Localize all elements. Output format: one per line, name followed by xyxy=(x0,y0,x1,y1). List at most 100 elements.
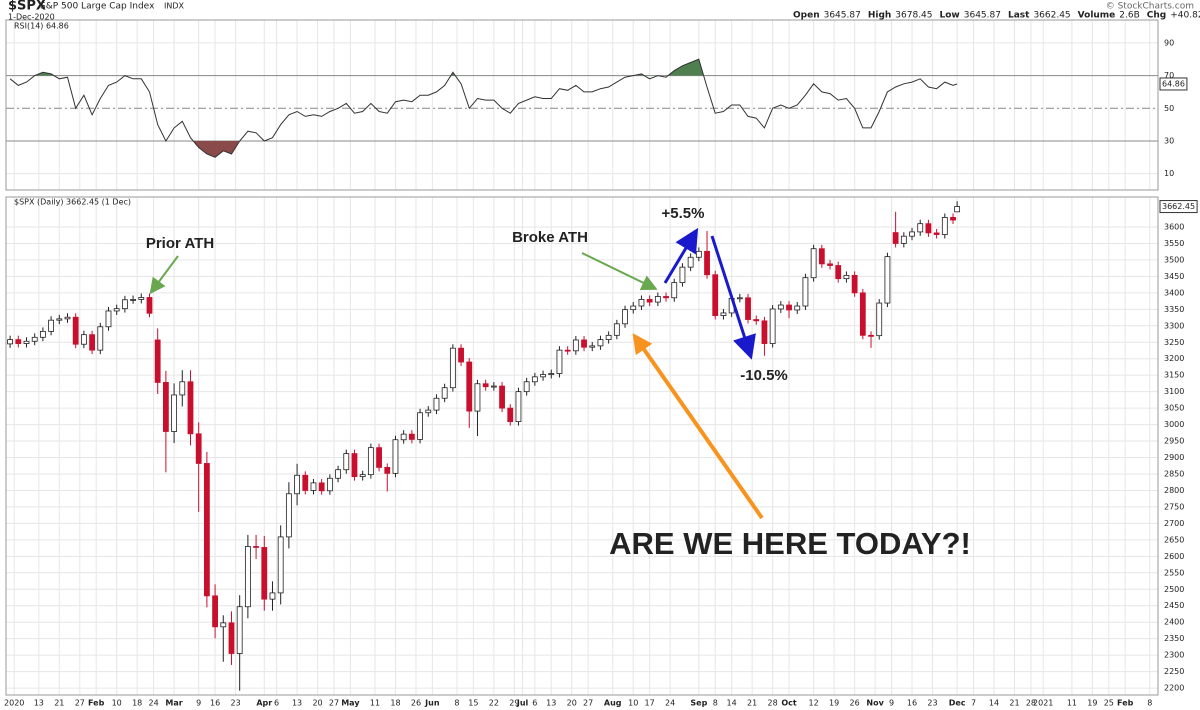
candle-body xyxy=(531,376,538,383)
x-tick-label: 22 xyxy=(489,699,499,708)
candle-body xyxy=(121,299,128,310)
candle-body xyxy=(933,232,940,235)
x-tick-label: 15 xyxy=(468,699,478,708)
x-tick-label: 8 xyxy=(454,699,459,708)
candle-body xyxy=(564,349,571,352)
candle-body xyxy=(417,412,423,440)
y-tick-label: 2400 xyxy=(1164,618,1184,627)
candle-body xyxy=(384,467,391,474)
x-tick-label: 2020 xyxy=(4,699,24,708)
candle-body xyxy=(179,381,186,396)
candle-body xyxy=(786,304,792,311)
candle-body xyxy=(777,304,784,310)
candle-body xyxy=(695,250,702,258)
candle-body xyxy=(687,256,694,268)
candle-body xyxy=(490,385,497,388)
candle-body xyxy=(720,312,727,316)
candle-body xyxy=(876,302,883,337)
x-tick-label: 6 xyxy=(532,699,537,708)
candle-body xyxy=(630,305,637,311)
y-tick-label: 3100 xyxy=(1164,387,1184,396)
x-tick-label: 8 xyxy=(1147,699,1152,708)
candle-body xyxy=(343,453,350,471)
x-tick-label: 28 xyxy=(1026,699,1036,708)
candle-body xyxy=(269,592,276,600)
candle-body xyxy=(449,347,456,389)
candle-body xyxy=(359,474,366,478)
candle-body xyxy=(138,297,145,300)
candle-body xyxy=(736,297,743,300)
annotation: +5.5% xyxy=(662,205,705,222)
x-tick-label: 24 xyxy=(148,699,158,708)
candle-body xyxy=(228,622,235,654)
x-tick-label: 29 xyxy=(509,699,519,708)
plot: 103050709064.862200225023002350240024502… xyxy=(4,38,1198,708)
x-tick-label: 19 xyxy=(1087,699,1097,708)
x-tick-label: 18 xyxy=(390,699,400,708)
x-tick-label: Nov xyxy=(866,699,884,708)
candle-body xyxy=(80,334,87,345)
x-tick-label: 16 xyxy=(210,699,220,708)
arrow xyxy=(149,255,179,295)
annotation: Prior ATH xyxy=(146,235,214,252)
candle-body xyxy=(162,382,169,432)
x-tick-label: 13 xyxy=(34,699,44,708)
quote-value: 3645.87 xyxy=(824,11,861,21)
arrow xyxy=(632,333,764,520)
candle-body xyxy=(425,409,432,414)
last-value-tag: 64.86 xyxy=(1162,79,1185,88)
x-tick-label: 19 xyxy=(829,699,839,708)
candle-body xyxy=(154,339,161,383)
candle-body xyxy=(482,383,489,388)
x-tick-label: Oct xyxy=(781,699,797,708)
x-tick-label: 14 xyxy=(727,699,737,708)
x-tick-label: 6 xyxy=(274,699,279,708)
y-tick-label: 2850 xyxy=(1164,469,1184,478)
candle-body xyxy=(745,297,751,320)
x-tick-label: 27 xyxy=(583,699,593,708)
candle-body xyxy=(499,385,505,409)
date: 1-Dec-2020 xyxy=(8,13,55,22)
x-tick-label: 18 xyxy=(132,699,142,708)
candle-body xyxy=(851,274,858,294)
candle-body xyxy=(900,235,907,244)
candle-body xyxy=(663,296,669,299)
quote-value: +40.82 (+1.13%) xyxy=(1170,11,1200,21)
quote-label: Volume xyxy=(1078,11,1116,21)
candle-body xyxy=(868,334,874,337)
candle-body xyxy=(56,318,63,321)
quote-label: Open xyxy=(793,11,820,21)
x-tick-label: Jun xyxy=(424,699,440,708)
candle-body xyxy=(203,463,210,597)
candle-body xyxy=(23,340,30,344)
candle-body xyxy=(613,323,620,336)
candle-body xyxy=(589,345,596,348)
x-tick-label: 9 xyxy=(889,699,894,708)
candle-body xyxy=(212,595,218,628)
candle-body xyxy=(146,297,153,314)
last-value-tag: 3662.45 xyxy=(1162,202,1195,211)
last-value-box xyxy=(1159,77,1188,91)
candle-body xyxy=(540,374,546,378)
candle-body xyxy=(408,433,415,440)
x-tick-label: 17 xyxy=(645,699,655,708)
x-tick-label: 2021 xyxy=(1033,699,1053,708)
candle-body xyxy=(474,383,481,412)
y-tick-label: 3200 xyxy=(1164,354,1184,363)
source: © StockCharts.com xyxy=(1106,2,1194,12)
x-tick-label: 21 xyxy=(54,699,64,708)
x-tick-label: Mar xyxy=(165,699,182,708)
candle-body xyxy=(195,433,202,464)
x-tick-label: Apr xyxy=(256,699,272,708)
candle-body xyxy=(581,339,587,348)
candle-body xyxy=(671,282,678,299)
candle-body xyxy=(105,310,112,328)
x-tick-label: 23 xyxy=(230,699,240,708)
symbol: $SPX xyxy=(8,0,46,14)
x-tick-label: 14 xyxy=(989,699,999,708)
y-tick-label: 30 xyxy=(1164,136,1174,145)
candle-body xyxy=(802,277,809,307)
y-tick-label: 50 xyxy=(1164,104,1174,113)
candle-body xyxy=(679,266,686,284)
candle-body xyxy=(753,319,760,322)
